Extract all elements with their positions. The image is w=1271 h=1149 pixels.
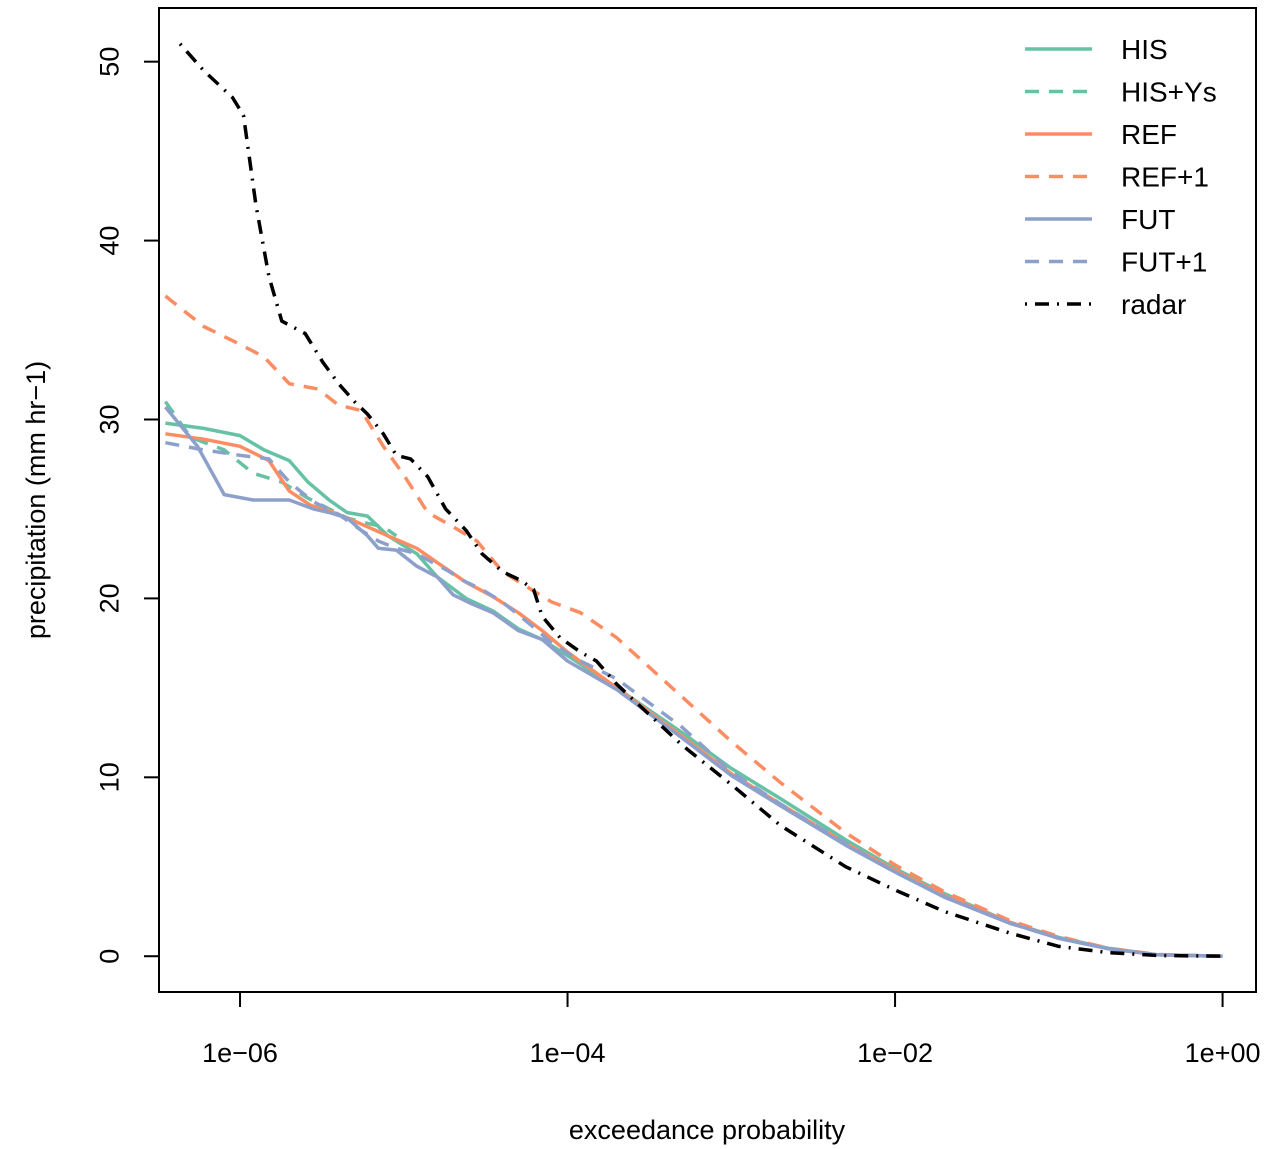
x-tick-label: 1e−06 [202, 1038, 278, 1068]
legend-label: HIS+Ys [1121, 77, 1217, 108]
y-tick-label: 20 [94, 583, 124, 613]
x-tick-label: 1e+00 [1185, 1038, 1261, 1068]
x-tick-label: 1e−02 [857, 1038, 933, 1068]
y-tick-label: 50 [94, 47, 124, 77]
series-line-his-ys [163, 400, 398, 538]
y-tick-label: 0 [94, 949, 124, 964]
series-line-his [165, 421, 1223, 958]
legend-label: REF+1 [1121, 162, 1209, 193]
legend-label: FUT [1121, 204, 1175, 235]
series-lines [163, 42, 1223, 958]
series-line-fut-1 [165, 440, 1223, 958]
legend-label: FUT+1 [1121, 247, 1207, 278]
x-axis-title: exceedance probability [569, 1115, 846, 1145]
x-axis: 1e−06 1e−04 1e−02 1e+00 [202, 992, 1260, 1068]
plot-frame [158, 7, 1257, 993]
x-tick-label: 1e−04 [530, 1038, 606, 1068]
y-tick-label: 30 [94, 404, 124, 434]
legend: HIS HIS+Ys REF REF+1 FUT FUT+1 radar [1025, 34, 1217, 320]
y-axis: 0 10 20 30 40 50 [94, 47, 159, 964]
y-axis-title: precipitation (mm hr−1) [21, 361, 51, 639]
legend-label: radar [1121, 289, 1186, 320]
legend-label: HIS [1121, 34, 1168, 65]
y-tick-label: 40 [94, 226, 124, 256]
series-line-ref-1 [164, 294, 1223, 958]
legend-label: REF [1121, 119, 1177, 150]
y-tick-label: 10 [94, 762, 124, 792]
series-line-fut [164, 405, 1223, 958]
series-line-radar [178, 42, 1223, 958]
